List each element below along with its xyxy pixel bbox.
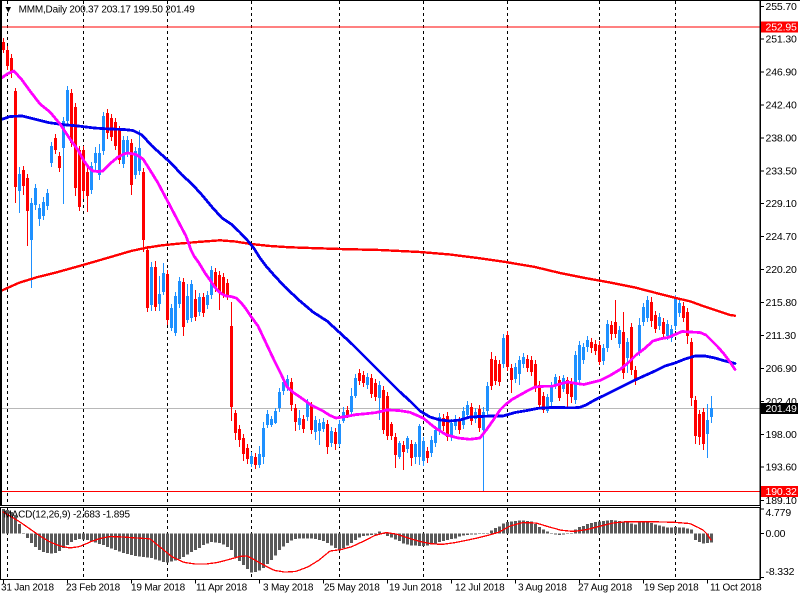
svg-text:220.20: 220.20 bbox=[766, 264, 798, 276]
svg-text:0.00: 0.00 bbox=[766, 528, 786, 540]
svg-text:11 Apr 2018: 11 Apr 2018 bbox=[196, 583, 248, 594]
svg-text:246.90: 246.90 bbox=[766, 66, 798, 78]
svg-text:252.95: 252.95 bbox=[766, 21, 798, 33]
svg-text:3 May 2018: 3 May 2018 bbox=[263, 583, 314, 594]
svg-text:19 Mar 2018: 19 Mar 2018 bbox=[131, 583, 186, 594]
svg-text:27 Aug 2018: 27 Aug 2018 bbox=[578, 583, 633, 594]
svg-text:201.49: 201.49 bbox=[766, 403, 798, 415]
svg-text:31 Jan 2018: 31 Jan 2018 bbox=[1, 583, 54, 594]
svg-text:3 Aug 2018: 3 Aug 2018 bbox=[518, 583, 567, 594]
svg-text:251.30: 251.30 bbox=[766, 34, 798, 46]
svg-text:190.32: 190.32 bbox=[766, 486, 798, 498]
svg-text:224.70: 224.70 bbox=[766, 231, 798, 243]
svg-text:19 Sep 2018: 19 Sep 2018 bbox=[644, 583, 699, 594]
svg-text:229.10: 229.10 bbox=[766, 198, 798, 210]
svg-text:238.00: 238.00 bbox=[766, 132, 798, 144]
svg-text:4.779: 4.779 bbox=[766, 507, 792, 519]
svg-text:MACD(12,26,9) -2.683 -1.895: MACD(12,26,9) -2.683 -1.895 bbox=[4, 510, 131, 521]
svg-text:233.50: 233.50 bbox=[766, 166, 798, 178]
svg-text:19 Jun 2018: 19 Jun 2018 bbox=[389, 583, 442, 594]
svg-text:211.30: 211.30 bbox=[766, 330, 797, 342]
svg-text:25 May 2018: 25 May 2018 bbox=[324, 583, 380, 594]
svg-text:198.00: 198.00 bbox=[766, 429, 798, 441]
svg-text:12 Jul 2018: 12 Jul 2018 bbox=[455, 583, 505, 594]
svg-text:11 Oct 2018: 11 Oct 2018 bbox=[710, 583, 762, 594]
svg-text:242.40: 242.40 bbox=[766, 100, 798, 112]
svg-text:MMM,Daily 200.37 203.17 199.5: MMM,Daily 200.37 203.17 199.50 201.49 bbox=[19, 5, 196, 16]
svg-text:-8.332: -8.332 bbox=[766, 566, 795, 578]
svg-text:193.60: 193.60 bbox=[766, 462, 798, 474]
svg-text:23 Feb 2018: 23 Feb 2018 bbox=[66, 583, 121, 594]
svg-text:206.90: 206.90 bbox=[766, 363, 798, 375]
svg-text:255.70: 255.70 bbox=[766, 1, 798, 13]
svg-text:215.80: 215.80 bbox=[766, 297, 798, 309]
svg-text:189.10: 189.10 bbox=[766, 495, 798, 507]
